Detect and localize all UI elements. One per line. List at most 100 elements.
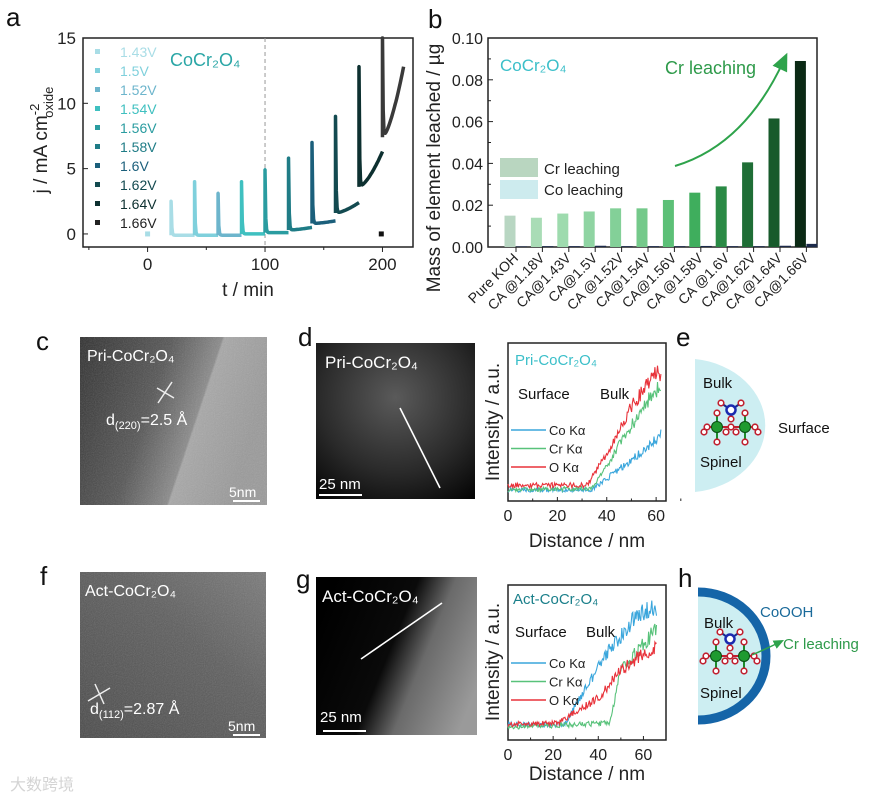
oxygen-atom bbox=[736, 628, 744, 636]
oxygen-atom bbox=[727, 415, 735, 423]
x-tick-label: 40 bbox=[589, 747, 607, 764]
profile-trace-cr bbox=[507, 381, 662, 494]
surface-label: Surface bbox=[518, 386, 570, 403]
cr-leaching-annotation: Cr leaching bbox=[665, 58, 756, 78]
bar-cr-leaching bbox=[794, 60, 806, 247]
cr-leaching-arrow bbox=[751, 639, 785, 656]
oxygen-atom bbox=[713, 438, 721, 446]
oxygen-atom bbox=[737, 399, 745, 407]
oxygen-atom bbox=[741, 409, 749, 417]
oxygen-atom bbox=[740, 638, 748, 646]
stem-image bbox=[316, 577, 477, 735]
sample-label: Pri-CoCr₂O₄ bbox=[325, 353, 418, 372]
panel-letter-a: a bbox=[6, 2, 21, 32]
d-spacing-label: d(220)=2.5 Å bbox=[106, 410, 188, 432]
bar-cr-leaching bbox=[636, 208, 648, 247]
oxygen-atom bbox=[721, 657, 729, 665]
oxygen-atom bbox=[716, 628, 724, 636]
x-tick-label: 100 bbox=[251, 255, 279, 274]
sample-label: Pri-CoCr₂O₄ bbox=[87, 348, 174, 365]
bar-co-leaching bbox=[727, 246, 739, 247]
bar-co-leaching bbox=[674, 246, 686, 247]
legend-marker bbox=[95, 201, 100, 206]
sample-label: Act-CoCr₂O₄ bbox=[322, 587, 419, 606]
cr-leaching-label: Cr leaching bbox=[783, 636, 859, 653]
panel-letter-g: g bbox=[296, 564, 310, 594]
y-axis-label: j / mA cm-2oxide bbox=[27, 87, 56, 195]
legend-label: 1.62V bbox=[120, 177, 157, 193]
oxygen-atom bbox=[712, 638, 720, 646]
current-trace bbox=[169, 199, 196, 237]
surface-label: Surface bbox=[778, 420, 830, 437]
legend-label: Cr Kα bbox=[549, 442, 583, 457]
bar-cr-leaching bbox=[689, 192, 701, 247]
bulk-label: Bulk bbox=[703, 375, 733, 392]
lattice-marker bbox=[87, 683, 111, 705]
sample-label: Act-CoCr₂O₄ bbox=[85, 583, 176, 600]
legend-marker bbox=[95, 144, 100, 149]
oxygen-atom bbox=[699, 657, 707, 665]
stem-image bbox=[316, 343, 475, 499]
bar-co-leaching bbox=[542, 246, 554, 247]
panel-c-hrtem-image: Pri-CoCr₂O₄ d(220)=2.5 Å 5nm bbox=[80, 337, 267, 505]
chart-title: CoCr₂O₄ bbox=[500, 56, 566, 75]
legend-label: 1.66V bbox=[120, 215, 157, 231]
x-tick-label: 40 bbox=[598, 508, 616, 525]
cooh-label: CoOOH bbox=[760, 604, 813, 621]
legend-label: 1.58V bbox=[120, 139, 157, 155]
oxygen-atom bbox=[732, 428, 740, 436]
bulk-label: Bulk bbox=[704, 615, 734, 632]
x-tick-label: 60 bbox=[635, 747, 653, 764]
spinel-label: Spinel bbox=[700, 454, 742, 471]
legend-label: 1.6V bbox=[120, 158, 149, 174]
bulk-label: Bulk bbox=[586, 624, 616, 641]
oxygen-atom bbox=[754, 428, 762, 436]
lattice-marker bbox=[156, 381, 175, 404]
bar-co-leaching bbox=[621, 246, 633, 247]
d-spacing-label: d(112)=2.87 Å bbox=[90, 699, 180, 721]
legend-swatch-co bbox=[500, 180, 538, 199]
current-trace bbox=[333, 114, 360, 215]
panel-letter-h: h bbox=[678, 563, 692, 593]
current-trace bbox=[286, 156, 313, 232]
panel-f-hrtem-image: Act-CoCr₂O₄ d(112)=2.87 Å 5nm bbox=[80, 572, 266, 738]
bar-cr-leaching bbox=[557, 213, 569, 247]
watermark: 大数跨境 bbox=[10, 775, 74, 794]
oxygen-atom bbox=[727, 423, 735, 431]
legend-label: O Kα bbox=[549, 693, 579, 708]
y-axis-label: Intensity / a.u. bbox=[483, 363, 504, 481]
legend-label: 1.64V bbox=[120, 196, 157, 212]
y-tick-label: 0.10 bbox=[452, 31, 483, 48]
x-axis-label: Distance / nm bbox=[529, 764, 645, 785]
trend-arrow bbox=[674, 52, 788, 167]
tem-texture bbox=[80, 337, 267, 505]
line-scan-path bbox=[360, 602, 443, 660]
tem-texture bbox=[80, 572, 266, 738]
legend-label: 1.56V bbox=[120, 120, 157, 136]
bar-co-leaching bbox=[516, 246, 527, 247]
spinel-structure-icon bbox=[700, 399, 762, 446]
current-trace bbox=[357, 64, 385, 187]
bar-cr-leaching bbox=[742, 162, 754, 247]
bar-cr-leaching bbox=[768, 118, 780, 247]
oxygen-atom bbox=[700, 428, 708, 436]
x-tick-label: 20 bbox=[548, 508, 566, 525]
x-tick-label: 60 bbox=[647, 508, 665, 525]
oxygen-atom bbox=[726, 644, 734, 652]
legend-label: 1.54V bbox=[120, 101, 157, 117]
plot-frame bbox=[507, 584, 667, 741]
chart-title: Pri-CoCr₂O₄ bbox=[515, 352, 597, 369]
scale-label: 5nm bbox=[229, 484, 256, 500]
panel-letter-c: c bbox=[36, 326, 49, 356]
y-tick-label: 0.02 bbox=[452, 198, 483, 215]
legend-marker bbox=[95, 106, 100, 111]
panel-letter-d: d bbox=[298, 322, 312, 352]
bar-cr-leaching bbox=[530, 217, 542, 247]
surface-label: Surface bbox=[515, 624, 567, 641]
legend-label: 1.43V bbox=[120, 44, 157, 60]
oxygen-atom bbox=[726, 652, 734, 660]
legend-marker bbox=[95, 125, 100, 130]
current-trace bbox=[216, 191, 243, 237]
